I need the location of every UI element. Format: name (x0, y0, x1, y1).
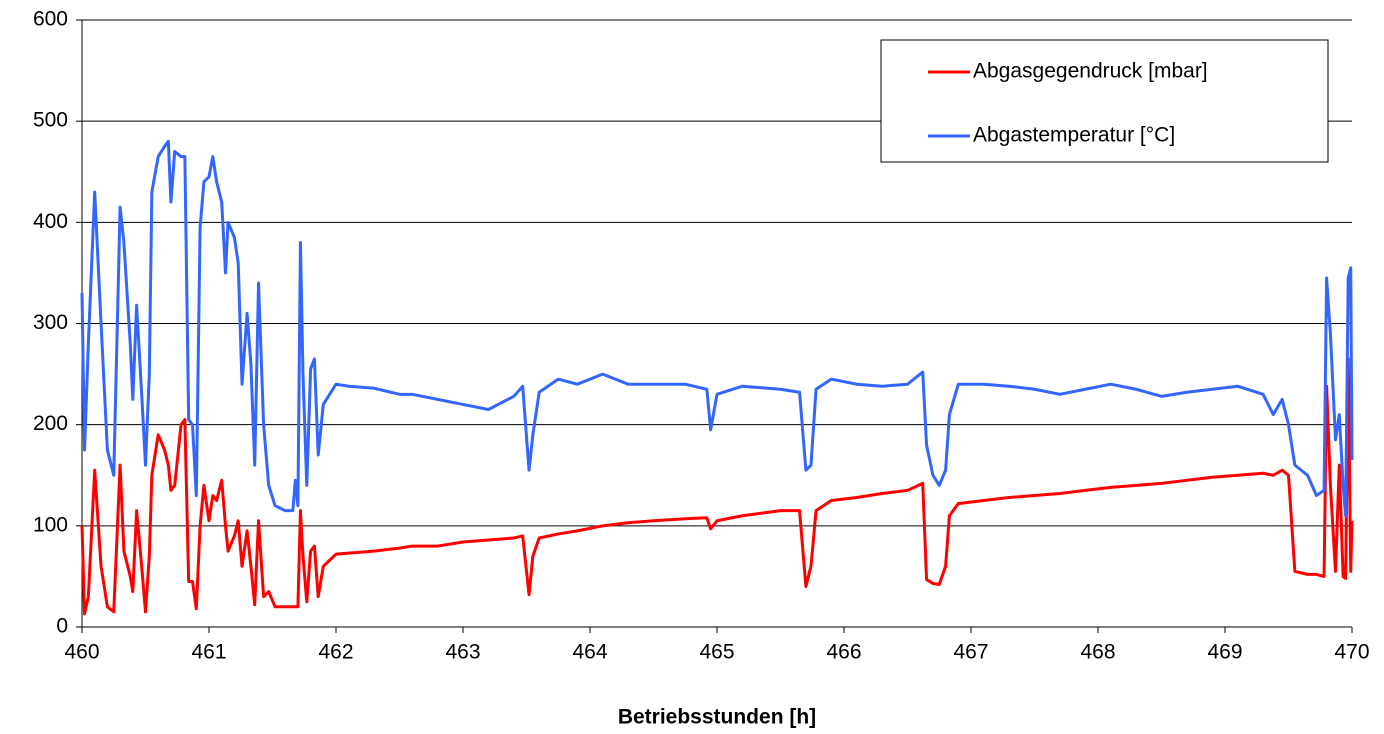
x-tick-label: 465 (699, 641, 734, 664)
y-tick-label: 0 (56, 615, 68, 638)
x-tick-label: 466 (826, 641, 861, 664)
data-line (80, 357, 1354, 616)
y-tick-label: 400 (33, 210, 68, 233)
x-tick-label: 460 (64, 641, 99, 664)
x-tick-label: 469 (1207, 641, 1242, 664)
y-tick-label: 300 (33, 311, 68, 334)
x-tick-label: 467 (953, 641, 988, 664)
legend-box (880, 39, 1329, 163)
x-tick-label: 468 (1080, 641, 1115, 664)
y-tick-label: 500 (33, 109, 68, 132)
x-tick-label: 461 (191, 641, 226, 664)
y-tick-label: 200 (33, 412, 68, 435)
legend-label: Abgastemperatur [°C] (973, 124, 1175, 147)
x-axis-label: Betriebsstunden [h] (618, 706, 816, 729)
legend-label: Abgasgegendruck [mbar] (973, 60, 1208, 83)
x-tick-label: 463 (445, 641, 480, 664)
data-line (80, 139, 1354, 518)
x-tick-label: 470 (1334, 641, 1369, 664)
y-tick-label: 100 (33, 513, 68, 536)
y-tick-label: 600 (33, 8, 68, 31)
x-tick-label: 462 (318, 641, 353, 664)
x-tick-label: 464 (572, 641, 607, 664)
